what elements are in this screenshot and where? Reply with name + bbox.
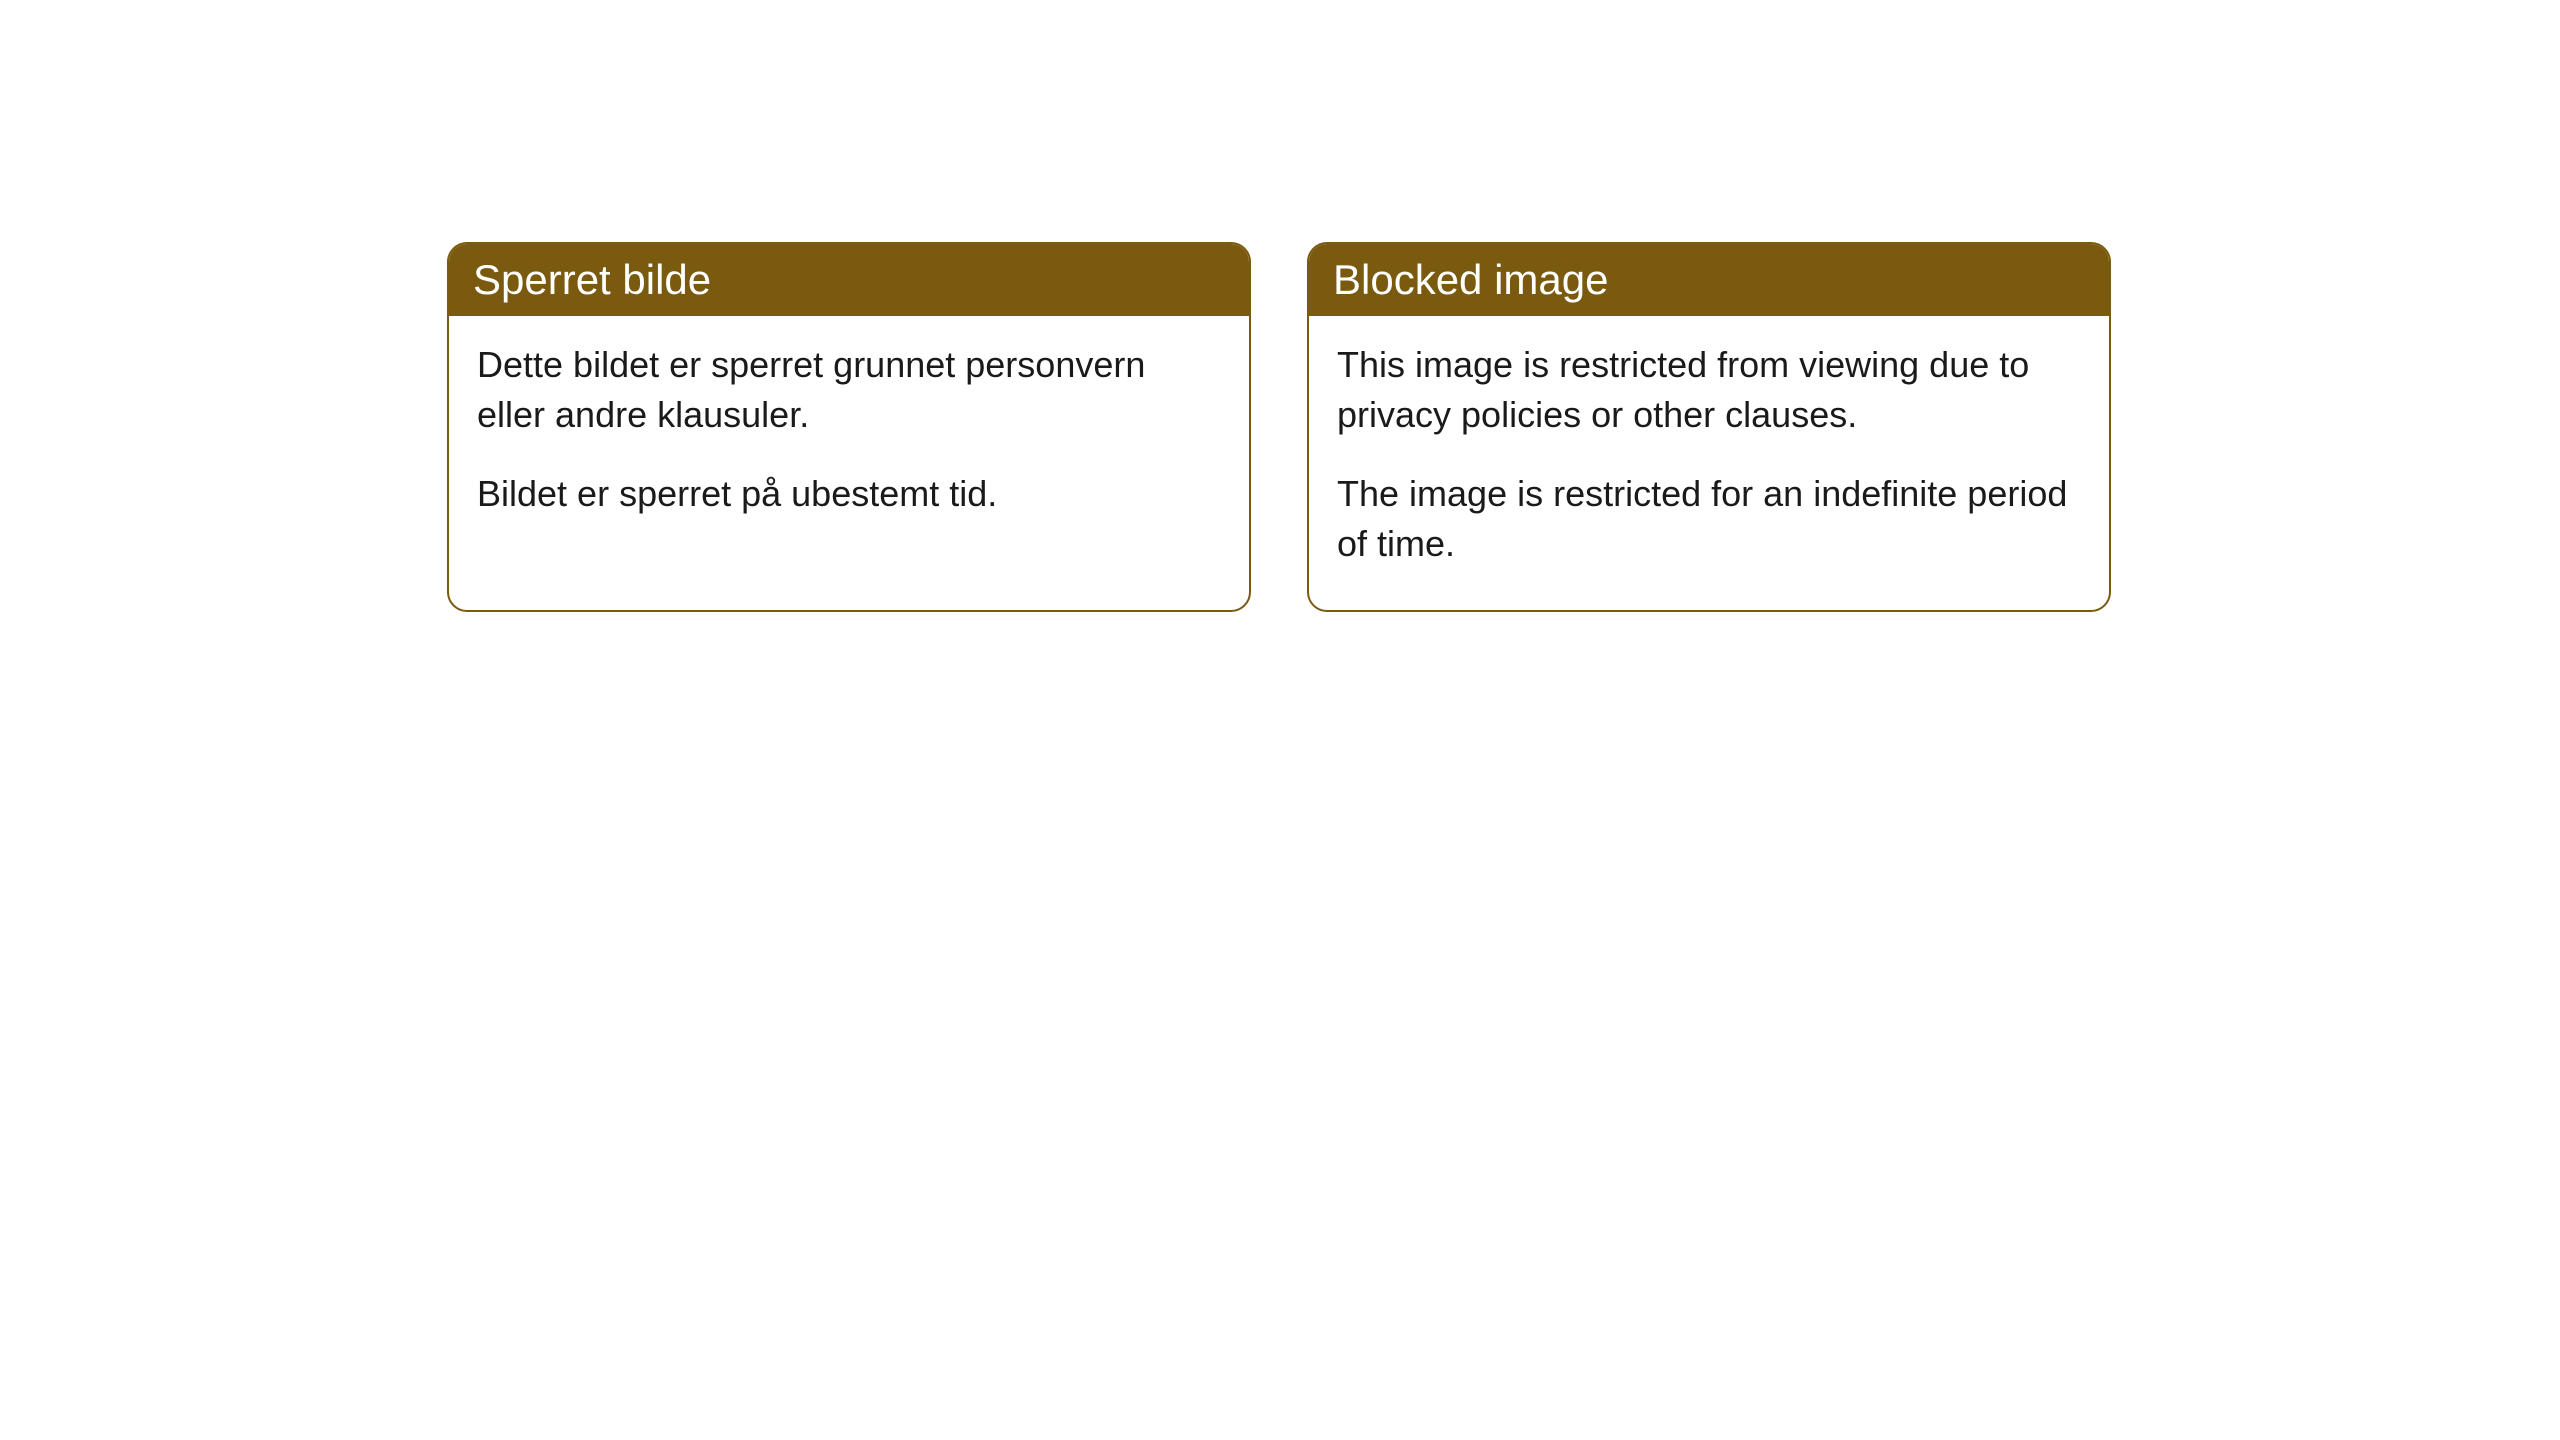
card-paragraph-2-norwegian: Bildet er sperret på ubestemt tid. xyxy=(477,469,1221,519)
card-paragraph-1-norwegian: Dette bildet er sperret grunnet personve… xyxy=(477,340,1221,441)
card-body-english: This image is restricted from viewing du… xyxy=(1309,316,2109,610)
blocked-image-card-norwegian: Sperret bilde Dette bildet er sperret gr… xyxy=(447,242,1251,612)
card-header-norwegian: Sperret bilde xyxy=(449,244,1249,316)
card-header-english: Blocked image xyxy=(1309,244,2109,316)
notice-cards-container: Sperret bilde Dette bildet er sperret gr… xyxy=(447,242,2111,612)
card-title-english: Blocked image xyxy=(1333,256,1608,303)
card-title-norwegian: Sperret bilde xyxy=(473,256,711,303)
card-paragraph-2-english: The image is restricted for an indefinit… xyxy=(1337,469,2081,570)
blocked-image-card-english: Blocked image This image is restricted f… xyxy=(1307,242,2111,612)
card-paragraph-1-english: This image is restricted from viewing du… xyxy=(1337,340,2081,441)
card-body-norwegian: Dette bildet er sperret grunnet personve… xyxy=(449,316,1249,559)
